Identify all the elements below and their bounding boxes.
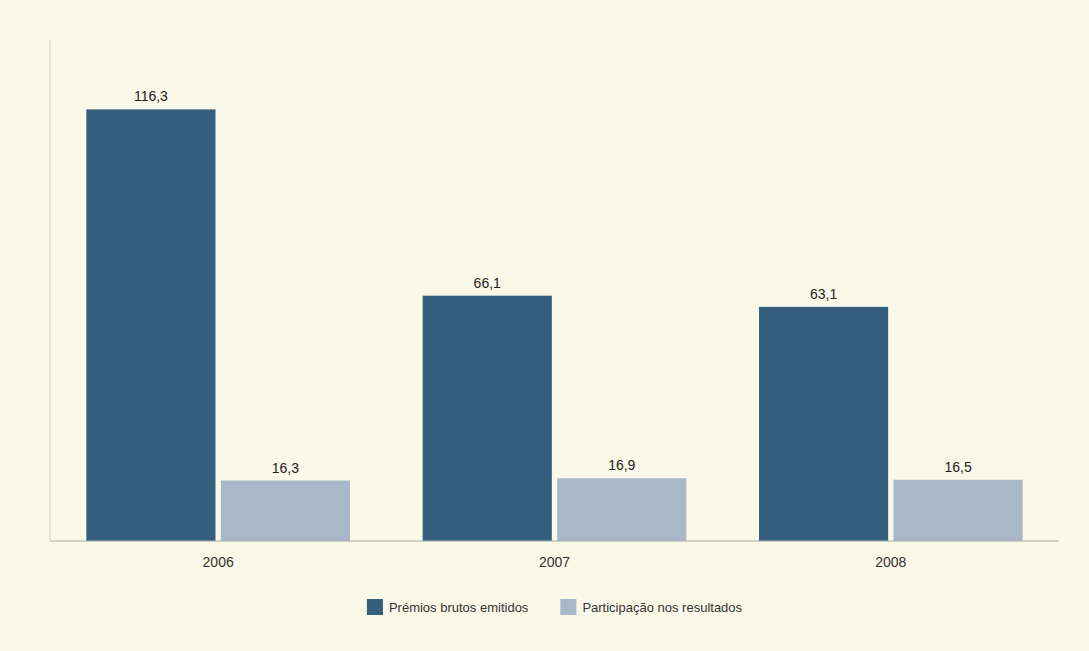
x-tick-label: 2006 <box>203 554 234 570</box>
data-label: 66,1 <box>474 275 501 291</box>
y-axis-line <box>50 40 51 541</box>
legend-swatch <box>367 599 383 615</box>
data-label: 116,3 <box>134 88 168 104</box>
legend-item: Participação nos resultados <box>560 599 742 615</box>
bar <box>557 478 686 541</box>
bar <box>894 480 1023 541</box>
bar <box>423 296 552 541</box>
bar <box>86 109 215 541</box>
legend: Prémios brutos emitidos Participação nos … <box>367 599 743 615</box>
bar <box>759 307 888 541</box>
data-label: 16,5 <box>944 459 971 475</box>
legend-label: Participação nos resultados <box>582 600 742 615</box>
legend-item: Prémios brutos emitidos <box>367 599 529 615</box>
data-label: 16,3 <box>272 460 299 476</box>
bar <box>221 481 350 541</box>
chart-svg: 116,3 66,1 63,1 16,3 16,9 16,5 2006 2007 2008 Pré… <box>0 0 1089 651</box>
x-tick-label: 2007 <box>539 554 570 570</box>
data-labels: 116,3 66,1 63,1 16,3 16,9 16,5 <box>134 88 972 475</box>
legend-label: Prémios brutos emitidos <box>389 600 529 615</box>
bars <box>86 109 1022 541</box>
chart-container: 116,3 66,1 63,1 16,3 16,9 16,5 2006 2007 2008 Pré… <box>0 0 1089 651</box>
legend-swatch <box>560 599 576 615</box>
data-label: 63,1 <box>810 286 837 302</box>
data-label: 16,9 <box>608 457 635 473</box>
x-axis-line <box>50 541 1059 542</box>
x-tick-label: 2008 <box>875 554 906 570</box>
